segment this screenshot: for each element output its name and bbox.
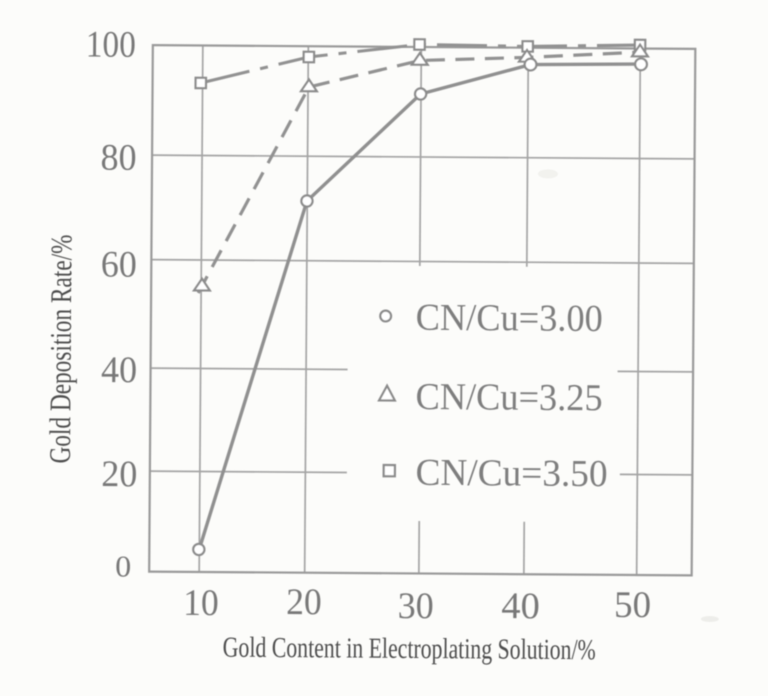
svg-text:80: 80: [100, 138, 136, 179]
svg-text:20: 20: [286, 582, 322, 623]
svg-text:40: 40: [101, 350, 137, 391]
svg-text:0: 0: [115, 550, 131, 583]
svg-text:Gold Deposition Rate/%: Gold Deposition Rate/%: [44, 234, 79, 463]
svg-text:100: 100: [86, 25, 136, 66]
svg-text:10: 10: [183, 583, 219, 624]
svg-text:40: 40: [501, 586, 540, 627]
svg-text:CN/Cu=3.50: CN/Cu=3.50: [415, 452, 607, 495]
svg-text:30: 30: [398, 586, 434, 627]
svg-text:60: 60: [101, 244, 137, 285]
svg-text:20: 20: [101, 454, 137, 495]
svg-text:50: 50: [614, 585, 651, 626]
svg-text:CN/Cu=3.00: CN/Cu=3.00: [416, 297, 603, 340]
svg-text:CN/Cu=3.25: CN/Cu=3.25: [415, 376, 602, 419]
svg-text:Gold Content in Electroplating: Gold Content in Electroplating Solution/…: [223, 632, 596, 667]
